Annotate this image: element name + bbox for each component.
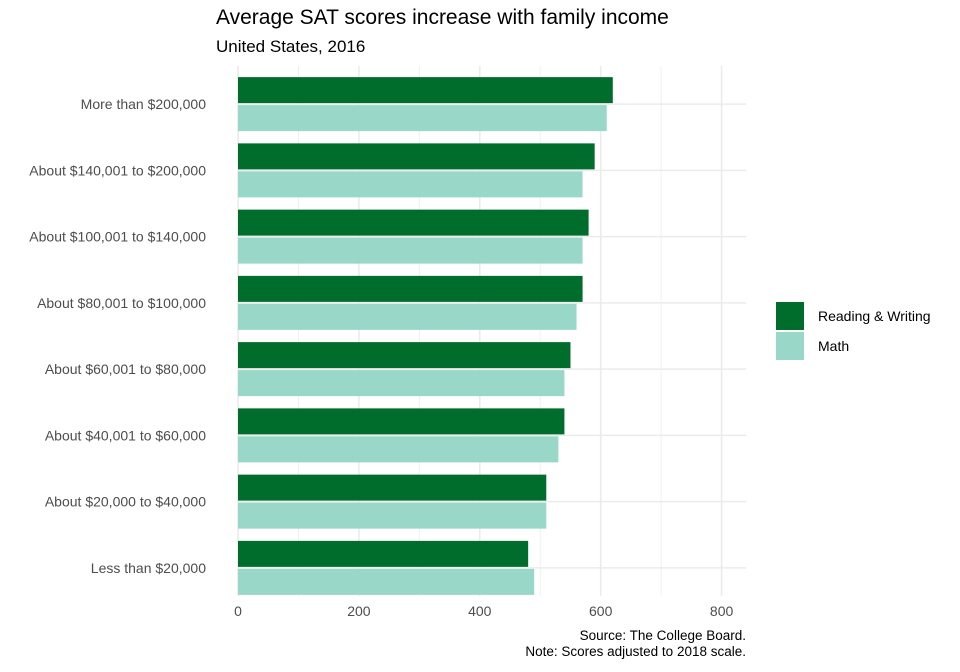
chart-subtitle: United States, 2016: [216, 37, 366, 56]
bar-reading-writing: [238, 143, 595, 170]
caption-source: Source: The College Board.: [579, 628, 746, 643]
x-tick-label: 400: [468, 603, 492, 619]
y-tick-label: About $100,001 to $140,000: [29, 229, 206, 245]
bar-math: [238, 105, 607, 132]
y-tick-label: About $20,000 to $40,000: [45, 494, 206, 510]
y-tick-label: About $80,001 to $100,000: [37, 295, 206, 311]
bar-math: [238, 502, 547, 529]
caption-note: Note: Scores adjusted to 2018 scale.: [525, 644, 746, 659]
bar-math: [238, 370, 565, 397]
bar-reading-writing: [238, 540, 529, 567]
bar-math: [238, 303, 577, 330]
bar-math: [238, 171, 583, 198]
x-tick-label: 0: [234, 603, 242, 619]
legend-item-math: Math: [776, 332, 849, 360]
bar-math: [238, 237, 583, 264]
y-tick-label: About $140,001 to $200,000: [29, 162, 206, 178]
bar-math: [238, 436, 559, 463]
bar-reading-writing: [238, 474, 547, 501]
legend-item-reading-writing: Reading & Writing: [776, 302, 931, 330]
bar-reading-writing: [238, 408, 565, 435]
bar-reading-writing: [238, 209, 589, 236]
y-tick-label: More than $200,000: [81, 96, 207, 112]
bar-reading-writing: [238, 77, 613, 104]
legend-label: Math: [818, 338, 850, 354]
legend-label: Reading & Writing: [818, 308, 931, 324]
bar-math: [238, 568, 535, 595]
legend-swatch: [776, 302, 804, 330]
y-tick-label: About $60,001 to $80,000: [45, 361, 206, 377]
x-tick-label: 600: [589, 603, 613, 619]
y-tick-label: About $40,001 to $60,000: [45, 427, 206, 443]
chart-title: Average SAT scores increase with family …: [216, 6, 669, 29]
y-tick-label: Less than $20,000: [91, 560, 206, 576]
bar-reading-writing: [238, 275, 583, 302]
x-tick-label: 200: [347, 603, 371, 619]
bar-reading-writing: [238, 342, 571, 369]
x-tick-label: 800: [710, 603, 734, 619]
legend-swatch: [776, 332, 804, 360]
